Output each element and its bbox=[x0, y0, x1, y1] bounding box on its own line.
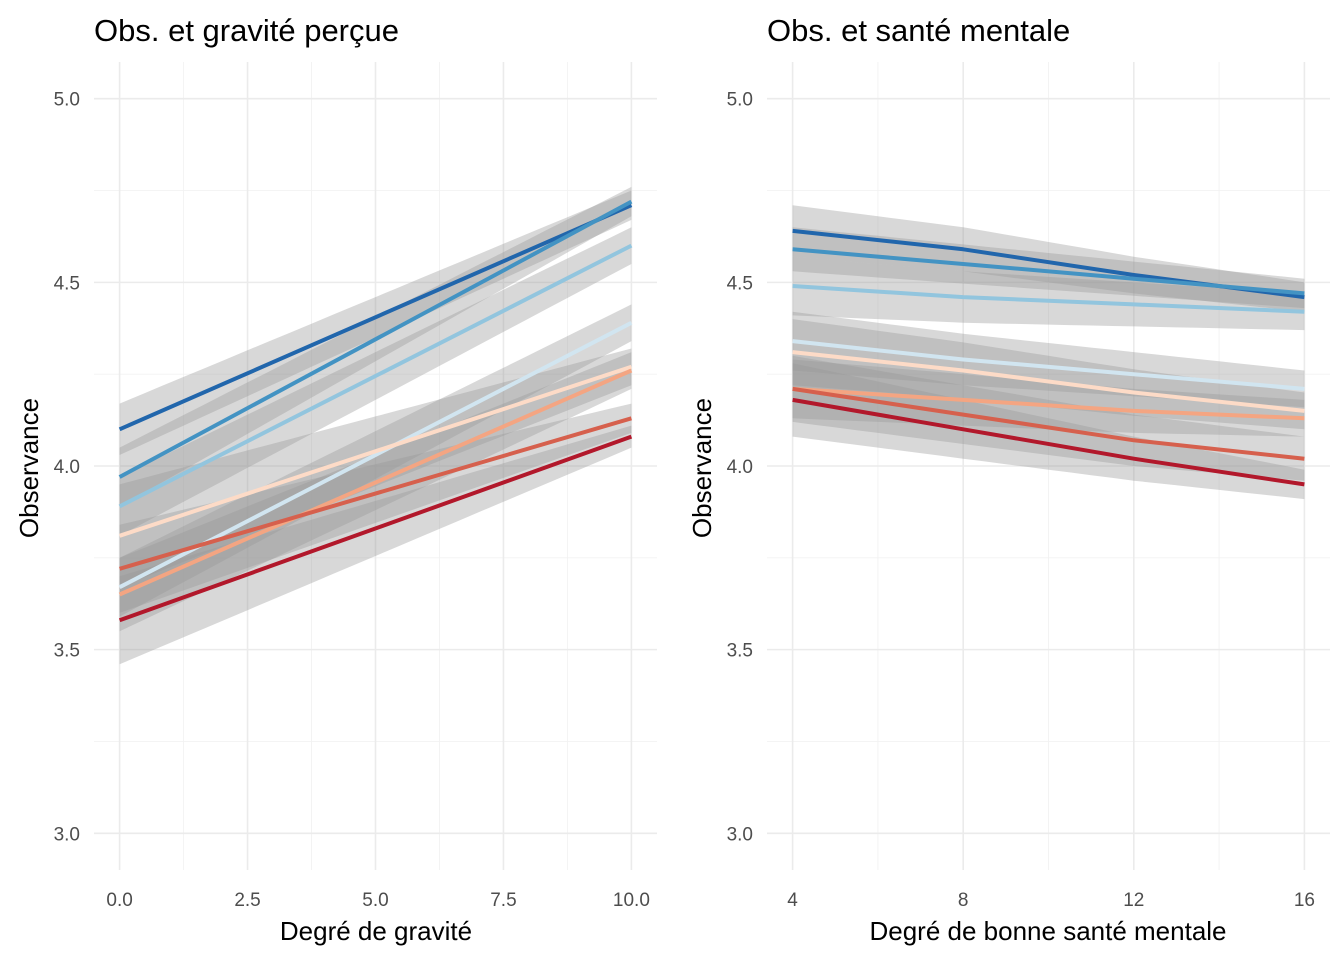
y-axis-title: Observance bbox=[14, 398, 44, 538]
series-line bbox=[792, 386, 1305, 461]
series-line bbox=[118, 199, 633, 479]
tick-labels: 4 8 12 16 3.0 3.5 4.0 4.5 5.0 bbox=[727, 90, 1315, 911]
confidence-band bbox=[119, 190, 632, 455]
confidence-band bbox=[792, 205, 1305, 312]
series-lines bbox=[792, 228, 1305, 487]
confidence-band bbox=[792, 311, 1305, 408]
series-line bbox=[792, 247, 1305, 296]
x-tick-label: 16 bbox=[1294, 890, 1315, 911]
series-line bbox=[792, 350, 1305, 413]
series-line bbox=[118, 243, 633, 509]
x-tick-label: 4 bbox=[787, 890, 798, 911]
y-tick-label: 4.0 bbox=[727, 457, 753, 478]
confidence-band bbox=[792, 227, 1305, 309]
series-line bbox=[792, 386, 1305, 421]
confidence-band bbox=[119, 425, 632, 665]
panel-severity: Obs. et gravité perçue 0.0 2.5 5.0 7.5 10.0 3… bbox=[14, 13, 657, 946]
y-tick-label: 4.0 bbox=[54, 457, 80, 478]
y-tick-label: 3.5 bbox=[727, 641, 753, 662]
x-axis-title: Degré de gravité bbox=[280, 916, 472, 946]
x-tick-label: 10.0 bbox=[613, 890, 650, 911]
y-tick-label: 5.0 bbox=[727, 90, 753, 111]
series-line bbox=[119, 416, 632, 571]
x-tick-label: 0.0 bbox=[106, 890, 132, 911]
series-line bbox=[118, 203, 633, 432]
confidence-band bbox=[792, 256, 1305, 331]
series-lines bbox=[118, 199, 633, 623]
confidence-band bbox=[792, 319, 1305, 430]
grid bbox=[767, 62, 1330, 870]
y-tick-label: 4.5 bbox=[54, 273, 80, 294]
y-tick-label: 4.5 bbox=[727, 273, 753, 294]
series-line bbox=[118, 368, 633, 597]
x-tick-label: 8 bbox=[958, 890, 969, 911]
series-line bbox=[792, 284, 1305, 314]
y-axis-title: Observance bbox=[687, 398, 717, 538]
series-line bbox=[118, 364, 633, 538]
panel-mental-health: Obs. et santé mentale 4 8 12 16 3.0 3.5 4.0 4.5… bbox=[687, 13, 1330, 946]
x-tick-label: 7.5 bbox=[490, 890, 516, 911]
y-tick-label: 3.0 bbox=[727, 824, 753, 845]
series-line bbox=[792, 339, 1305, 391]
panel-title: Obs. et santé mentale bbox=[767, 13, 1070, 48]
y-tick-label: 3.5 bbox=[54, 641, 80, 662]
series-line bbox=[118, 434, 633, 623]
tick-labels: 0.0 2.5 5.0 7.5 10.0 3.0 3.5 4.0 4.5 5.0 bbox=[54, 90, 650, 911]
x-axis-title: Degré de bonne santé mentale bbox=[869, 916, 1226, 946]
x-tick-label: 12 bbox=[1123, 890, 1144, 911]
y-tick-label: 3.0 bbox=[54, 824, 80, 845]
series-line bbox=[792, 397, 1305, 487]
confidence-band bbox=[119, 186, 632, 507]
confidence-band bbox=[792, 355, 1305, 481]
grid bbox=[94, 62, 657, 870]
confidence-band bbox=[792, 359, 1305, 437]
confidence-band bbox=[119, 227, 632, 536]
y-tick-label: 5.0 bbox=[54, 90, 80, 111]
confidence-bands bbox=[792, 205, 1305, 500]
x-tick-label: 5.0 bbox=[362, 890, 388, 911]
x-tick-label: 2.5 bbox=[234, 890, 260, 911]
panel-title: Obs. et gravité perçue bbox=[94, 13, 399, 48]
